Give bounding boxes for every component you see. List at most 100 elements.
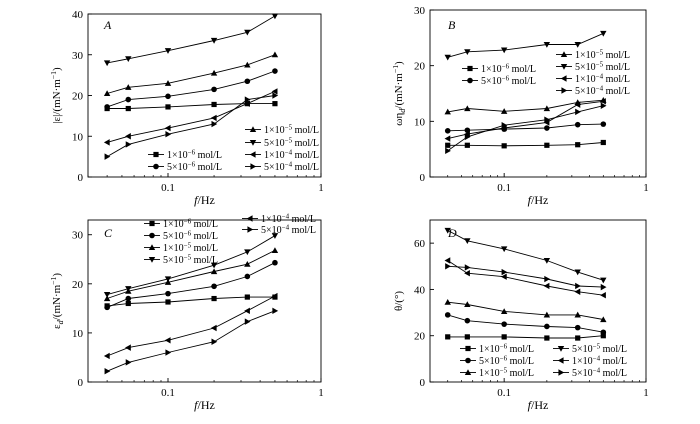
data-point: [210, 69, 218, 76]
legend-marker: [557, 357, 564, 364]
data-point: [464, 238, 471, 245]
data-point: [444, 108, 451, 115]
plot-frame: [429, 219, 647, 383]
data-point: [544, 125, 550, 131]
panel-label: A: [103, 18, 112, 32]
series-4: [444, 30, 607, 61]
x-tick-label: 1: [643, 387, 649, 399]
y-tick-label: 0: [420, 377, 426, 389]
legend-label: 1×10−5​ mol/L: [163, 242, 218, 255]
data-point: [501, 334, 507, 340]
series-2: [104, 68, 278, 110]
legend-marker: [464, 369, 472, 376]
data-point: [444, 312, 451, 318]
series-line: [106, 54, 276, 94]
legend-entry: 1×10−4​ mol/L: [242, 213, 316, 225]
data-point: [244, 29, 251, 36]
legend-marker: [467, 77, 473, 84]
legend-entry: 5×10−5​ mol/L: [553, 343, 627, 355]
data-point: [464, 49, 471, 55]
y-tick-label: 20: [72, 279, 84, 291]
data-point: [464, 142, 470, 148]
x-tick-label: 0.1: [161, 387, 175, 399]
data-point: [165, 93, 171, 100]
series-line: [447, 100, 604, 140]
data-point: [543, 282, 550, 290]
data-point: [103, 139, 110, 146]
data-point: [103, 60, 111, 67]
legend-label: 1×10−6​ mol/L: [163, 218, 218, 231]
data-point: [501, 143, 507, 149]
series-2: [444, 312, 607, 336]
series-line: [106, 262, 276, 308]
series-line: [447, 230, 604, 281]
data-point: [575, 282, 581, 290]
data-point: [544, 116, 551, 123]
data-point: [574, 269, 581, 276]
y-tick-label: 30: [72, 230, 84, 242]
data-point: [104, 104, 110, 110]
data-point: [600, 283, 607, 291]
plot-frame: [87, 219, 322, 383]
legend-marker: [557, 345, 565, 352]
legend-entry: 1×10−6​ mol/L: [148, 149, 222, 161]
series-line: [447, 301, 604, 320]
data-point: [164, 276, 172, 283]
series-6: [104, 92, 279, 160]
legend-label: 5×10−5​ mol/L: [264, 137, 319, 150]
data-point: [600, 316, 607, 323]
legend-marker: [149, 232, 155, 239]
data-point: [272, 259, 278, 266]
legend-label: 5×10−6​ mol/L: [479, 355, 534, 368]
legend: 1×10−6​ mol/L5×10−6​ mol/L1×10−5​ mol/L5…: [144, 213, 316, 266]
y-tick-label: 40: [414, 284, 426, 296]
data-point: [444, 227, 451, 234]
legend-entry: 5×10−6​ mol/L: [460, 355, 534, 368]
data-point: [165, 299, 171, 305]
data-point: [165, 290, 171, 297]
legend-entry: 1×10−5​ mol/L: [460, 367, 534, 379]
data-point: [125, 286, 132, 292]
legend-entry: 5×10−4​ mol/L: [553, 367, 627, 379]
chart-panel-a: 0 10 20 30 40 0.1 1 Af/Hz |ε|/(mN·m−1​) 1×10−5​ m…: [49, 9, 324, 207]
series-line: [447, 314, 604, 333]
data-point: [574, 41, 581, 48]
data-point: [543, 41, 551, 48]
x-axis-label: f/Hz: [194, 193, 215, 207]
data-point: [464, 133, 471, 141]
data-point: [125, 96, 132, 103]
data-point: [574, 121, 581, 128]
data-point: [444, 54, 451, 61]
data-point: [244, 294, 250, 300]
data-point: [165, 131, 172, 138]
series-3: [444, 96, 607, 115]
y-tick-label: 20: [72, 91, 84, 103]
data-point: [103, 90, 111, 97]
data-point: [125, 359, 132, 366]
data-point: [125, 295, 132, 302]
series-line: [447, 32, 604, 58]
data-point: [445, 334, 451, 340]
y-tick-label: 30: [414, 5, 426, 17]
legend-label: 1×10−4​ mol/L: [575, 73, 630, 86]
legend-entry: 5×10−5​ mol/L: [245, 137, 319, 150]
data-point: [575, 108, 581, 116]
data-point: [464, 270, 470, 277]
series-line: [107, 103, 275, 109]
series-line: [106, 70, 276, 108]
data-point: [543, 311, 551, 318]
data-point: [271, 88, 278, 95]
legend-marker: [560, 75, 567, 82]
chart-panel-b: 0 10 20 30 0.1 1 Bf/Hz ωηd​/(mN·m−1​) 1×10−6​ mo…: [391, 5, 649, 207]
data-point: [125, 133, 131, 140]
legend-entry: 5×10−4​ mol/L: [242, 224, 316, 236]
legend-marker: [249, 139, 257, 146]
series-2: [104, 259, 278, 311]
legend-entry: 5×10−6​ mol/L: [462, 75, 536, 87]
data-point: [165, 349, 172, 356]
series-5: [103, 88, 278, 146]
y-tick-label: 30: [72, 50, 84, 62]
series-line: [106, 95, 275, 157]
y-axis-label: θ/(°): [393, 291, 405, 311]
y-tick-label: 0: [78, 172, 84, 184]
